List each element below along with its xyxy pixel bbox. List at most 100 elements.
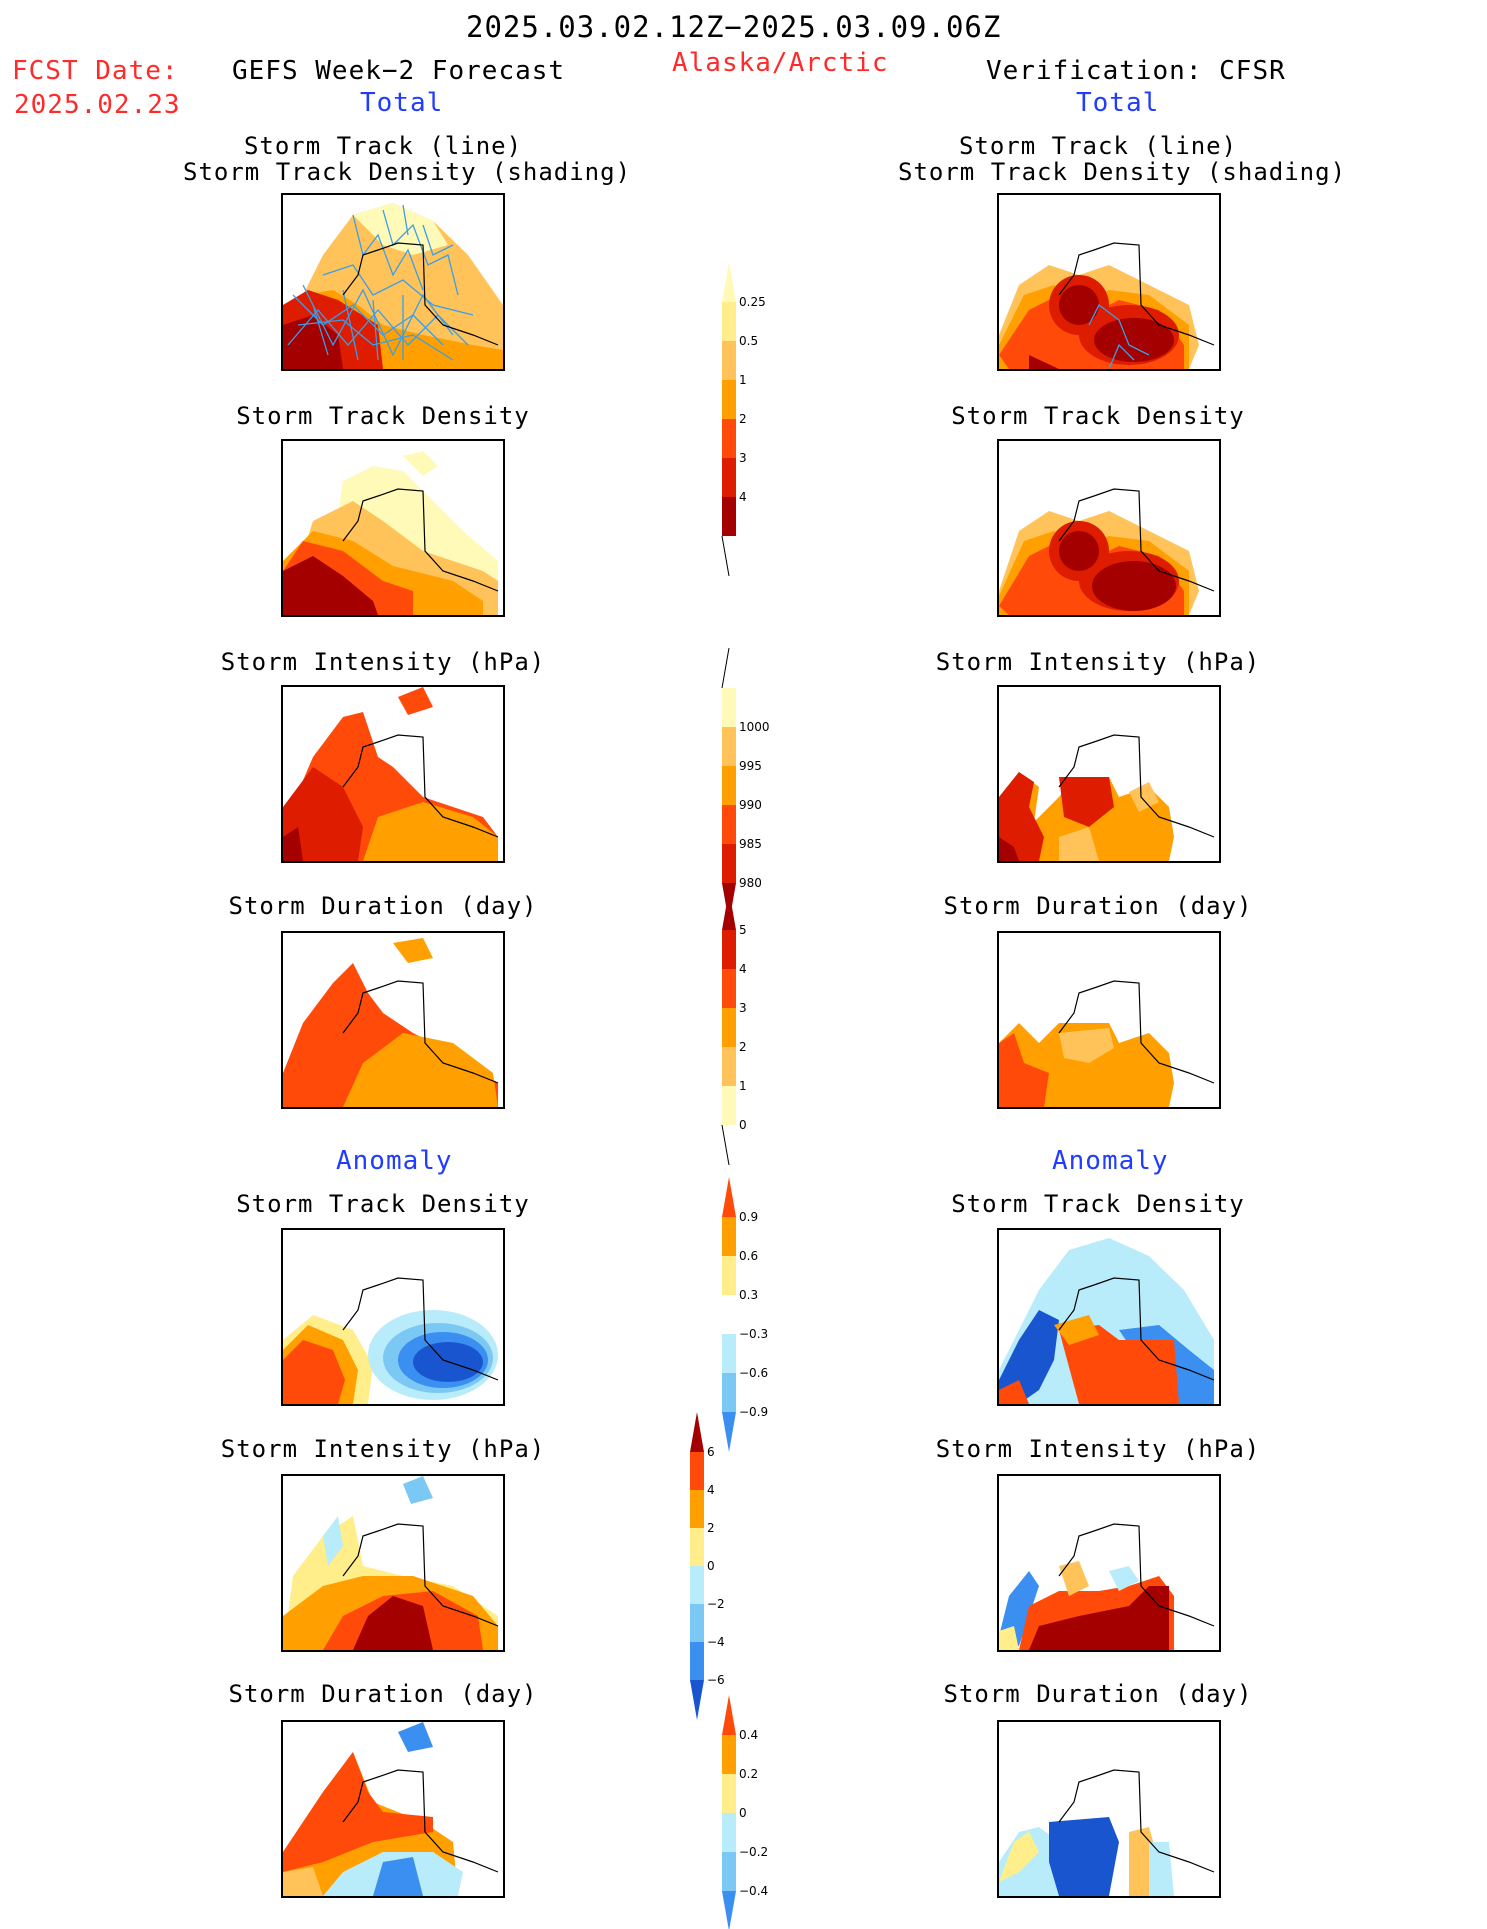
colorbar-duration-anomaly-segment <box>722 1813 736 1852</box>
colorbar-density-segment <box>722 497 736 536</box>
colorbar-duration-tick-label: 4 <box>739 962 747 976</box>
colorbar-density-tick-label: 0.5 <box>739 334 758 348</box>
colorbar-intensity-anomaly-end-bottom <box>690 1680 704 1720</box>
title-left-duration-anom: Storm Duration (day) <box>228 1680 538 1708</box>
region-label: Alaska/Arctic <box>672 48 889 78</box>
colorbar-duration-anomaly-end-bottom <box>722 1891 736 1929</box>
colorbar-duration-anomaly-tick-label: −0.4 <box>739 1884 768 1898</box>
colorbar-intensity-segment <box>722 688 736 727</box>
colorbar-duration-segment <box>722 930 736 969</box>
colorbar-intensity-tick-label: 995 <box>739 759 762 773</box>
colorbar-intensity-end-top <box>721 647 730 689</box>
total-label-left: Total <box>360 88 444 118</box>
colorbar-intensity-anomaly-segment <box>690 1604 704 1642</box>
colorbar-intensity-anomaly-tick-label: −6 <box>707 1673 725 1687</box>
title-left-intensity-anom: Storm Intensity (hPa) <box>220 1435 546 1463</box>
colorbar-intensity-anomaly-segment <box>690 1642 704 1680</box>
colorbar-density-anomaly-tick-label: 0.9 <box>739 1210 758 1224</box>
colorbar-density-anomaly-segment <box>722 1256 736 1295</box>
colorbar-density-anomaly-segment <box>722 1373 736 1412</box>
colorbar-density-anomaly-tick-label: −0.3 <box>739 1327 768 1341</box>
colorbar-density-tick-label: 4 <box>739 490 747 504</box>
colorbar-density-svg: 0.25 0.5 1 2 3 4 <box>721 262 766 577</box>
colorbar-density-segment <box>722 302 736 341</box>
map-left-intensity-anom <box>281 1474 505 1652</box>
colorbar-density-anomaly: 0.9 0.6 0.3 −0.3 −0.6 −0.9 <box>722 1177 802 1461</box>
title-right-intensity-anom: Storm Intensity (hPa) <box>935 1435 1261 1463</box>
colorbar-intensity-segment <box>722 844 736 883</box>
colorbar-duration-segment <box>722 969 736 1008</box>
colorbar-duration-anomaly-tick-label: 0.4 <box>739 1728 758 1742</box>
title-left-track-line: Storm Track (line) <box>243 132 523 160</box>
title-left-density: Storm Track Density <box>236 402 530 430</box>
title-right-track-line: Storm Track (line) <box>958 132 1238 160</box>
colorbar-duration-svg: 5 4 3 2 1 0 <box>721 890 747 1166</box>
right-column-title: Verification: CFSR <box>986 56 1286 86</box>
anomaly-label-left: Anomaly <box>336 1146 453 1176</box>
colorbar-density-segment <box>722 458 736 497</box>
map-left-track <box>281 193 505 371</box>
colorbar-intensity-anomaly-tick-label: −4 <box>707 1635 725 1649</box>
map-left-duration <box>281 931 505 1109</box>
title-right-duration: Storm Duration (day) <box>943 892 1253 920</box>
colorbar-density-anomaly-tick-label: 0.6 <box>739 1249 758 1263</box>
colorbar-density-anomaly-segment <box>722 1217 736 1256</box>
colorbar-density-tick-label: 1 <box>739 373 747 387</box>
colorbar-density-tick-label: 3 <box>739 451 747 465</box>
map-right-duration-anom <box>997 1720 1221 1898</box>
colorbar-density-anomaly-tick-label: −0.6 <box>739 1366 768 1380</box>
colorbar-intensity-anomaly: 6 4 2 0 −2 −4 −6 <box>690 1412 770 1726</box>
colorbar-density-tick-label: 2 <box>739 412 747 426</box>
colorbar-duration-anomaly-tick-label: −0.2 <box>739 1845 768 1859</box>
title-left-duration: Storm Duration (day) <box>228 892 538 920</box>
colorbar-duration-segment <box>722 1047 736 1086</box>
map-right-duration <box>997 931 1221 1109</box>
title-right-density-anom: Storm Track Density <box>951 1190 1245 1218</box>
colorbar-density-anomaly-tick-label: −0.9 <box>739 1405 768 1419</box>
colorbar-density-segment <box>722 341 736 380</box>
colorbar-intensity-anomaly-segment <box>690 1566 704 1604</box>
anomaly-label-right: Anomaly <box>1052 1146 1169 1176</box>
map-left-duration-anom <box>281 1720 505 1898</box>
colorbar-duration-segment <box>722 1086 736 1125</box>
colorbar-intensity-svg: 1000 995 990 985 980 <box>721 647 770 923</box>
colorbar-intensity-anomaly-segment <box>690 1490 704 1528</box>
colorbar-duration-tick-label: 3 <box>739 1001 747 1015</box>
colorbar-intensity-anomaly-tick-label: 2 <box>707 1521 715 1535</box>
colorbar-intensity-segment <box>722 727 736 766</box>
colorbar-duration-tick-label: 5 <box>739 923 747 937</box>
colorbar-density-anomaly-end-bottom <box>722 1412 736 1452</box>
map-right-density <box>997 439 1221 617</box>
colorbar-intensity-anomaly-tick-label: 6 <box>707 1445 715 1459</box>
colorbar-duration-anomaly-segment <box>722 1852 736 1891</box>
title-right-intensity: Storm Intensity (hPa) <box>935 648 1261 676</box>
map-right-track <box>997 193 1221 371</box>
colorbar-duration: 5 4 3 2 1 0 <box>721 890 802 1174</box>
colorbar-density-segment <box>722 419 736 458</box>
colorbar-intensity-tick-label: 1000 <box>739 720 770 734</box>
colorbar-density-anomaly-tick-label: 0.3 <box>739 1288 758 1302</box>
colorbar-duration-tick-label: 1 <box>739 1079 747 1093</box>
title-right-track-shading: Storm Track Density (shading) <box>898 158 1347 186</box>
title-left-intensity: Storm Intensity (hPa) <box>220 648 546 676</box>
colorbar-intensity-segment <box>722 766 736 805</box>
colorbar-density-segment <box>722 380 736 419</box>
colorbar-duration-anomaly-tick-label: 0.2 <box>739 1767 758 1781</box>
fcst-date: 2025.02.23 <box>14 90 181 120</box>
fcst-label: FCST Date: <box>12 56 179 86</box>
colorbar-duration-anomaly-segment <box>722 1774 736 1813</box>
colorbar-intensity-segment <box>722 805 736 844</box>
colorbar-density-anomaly-svg: 0.9 0.6 0.3 −0.3 −0.6 −0.9 <box>722 1177 768 1452</box>
title-left-density-anom: Storm Track Density <box>236 1190 530 1218</box>
map-left-intensity <box>281 685 505 863</box>
colorbar-duration-segment <box>722 1008 736 1047</box>
total-label-right: Total <box>1076 88 1160 118</box>
colorbar-duration-anomaly-end-top <box>722 1695 736 1735</box>
colorbar-duration-tick-label: 2 <box>739 1040 747 1054</box>
colorbar-duration-tick-label: 0 <box>739 1118 747 1132</box>
colorbar-intensity-anomaly-tick-label: 4 <box>707 1483 715 1497</box>
map-right-intensity <box>997 685 1221 863</box>
title-right-density: Storm Track Density <box>951 402 1245 430</box>
colorbar-density-anomaly-segment <box>722 1334 736 1373</box>
colorbar-duration-anomaly-segment <box>722 1735 736 1774</box>
